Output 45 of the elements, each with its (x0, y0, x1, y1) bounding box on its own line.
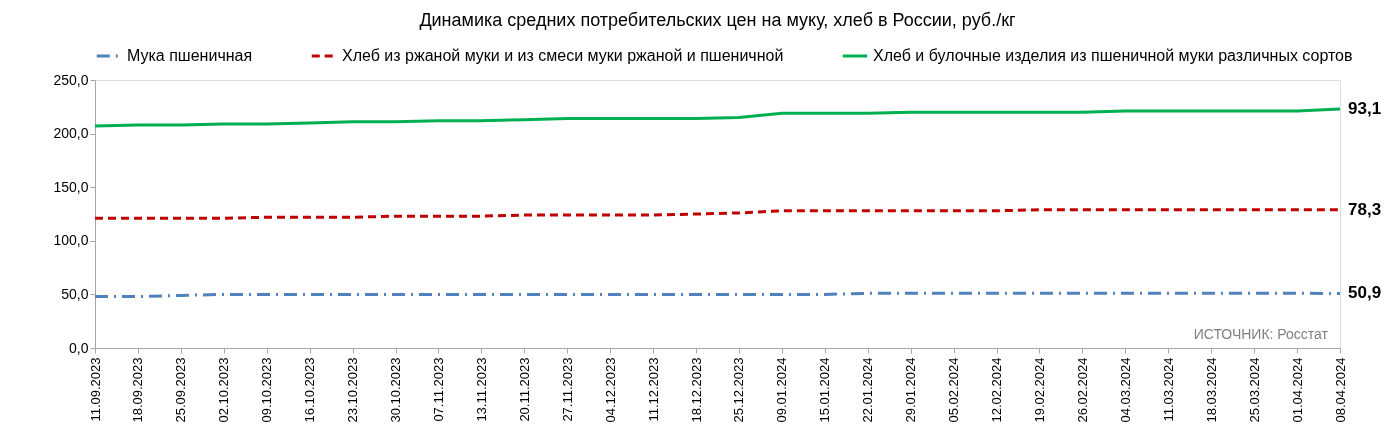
x-tick-label: 11.03.2024 (1160, 357, 1176, 422)
x-tick-label: 13.11.2023 (473, 357, 489, 422)
y-tick-label: 50,0 (61, 285, 89, 302)
x-tick-label: 20.11.2023 (516, 357, 532, 422)
x-tick-label: 12.02.2024 (989, 357, 1005, 423)
y-tick-label: 0,0 (69, 339, 89, 356)
y-tick-label: 100,0 (53, 232, 89, 249)
x-tick-label: 25.12.2023 (731, 357, 747, 423)
x-tick-label: 25.09.2023 (173, 357, 189, 423)
line-series (93, 107, 1342, 128)
annotation: 78,3 (1348, 199, 1382, 219)
y-tick-label: 250,0 (53, 71, 89, 88)
x-tick-label: 02.10.2023 (216, 357, 232, 423)
x-tick-label: 18.09.2023 (130, 357, 146, 423)
x-tick-label: 19.02.2024 (1031, 357, 1047, 423)
annotation: ИСТОЧНИК: Росстат (1193, 326, 1329, 342)
x-tick-label: 04.03.2024 (1117, 357, 1133, 423)
x-tick-label: 25.03.2024 (1246, 357, 1262, 423)
x-tick-label: 11.12.2023 (645, 357, 661, 422)
x-tick-label: 07.11.2023 (430, 357, 446, 422)
x-tick-label: 27.11.2023 (559, 357, 575, 422)
x-tick-label: 05.02.2024 (946, 357, 962, 423)
x-tick-label: 29.01.2024 (903, 357, 919, 423)
x-tick-label: 15.01.2024 (817, 357, 833, 423)
legend-label: Хлеб из ржаной муки и из смеси муки ржаной и пшеничной (342, 47, 784, 64)
chart-title: Динамика средних потребительских цен на муку, хлеб в России, руб./кг (419, 10, 1017, 30)
annotation: 50,9 (1348, 283, 1382, 303)
x-tick-label: 18.03.2024 (1203, 357, 1219, 423)
x-tick-label: 11.09.2023 (87, 357, 103, 422)
legend-label: Мука пшеничная (127, 47, 253, 64)
x-tick-label: 23.10.2023 (345, 357, 361, 423)
y-tick-label: 200,0 (53, 125, 89, 142)
x-tick-label: 30.10.2023 (388, 357, 404, 423)
x-tick-label: 26.02.2024 (1074, 357, 1090, 423)
annotation: 93,1 (1348, 98, 1382, 118)
x-tick-label: 09.10.2023 (259, 357, 275, 423)
x-tick-label: 18.12.2023 (688, 357, 704, 423)
x-tick-label: 22.01.2024 (860, 357, 876, 423)
y-tick-label: 150,0 (53, 178, 89, 195)
x-tick-label: 04.12.2023 (602, 357, 618, 423)
x-tick-label: 09.01.2024 (774, 357, 790, 423)
x-tick-label: 08.04.2024 (1332, 357, 1348, 423)
legend-label: Хлеб и булочные изделия из пшеничной муки различных сортов (873, 47, 1353, 64)
x-tick-label: 16.10.2023 (302, 357, 318, 423)
x-tick-label: 01.04.2024 (1289, 357, 1305, 423)
